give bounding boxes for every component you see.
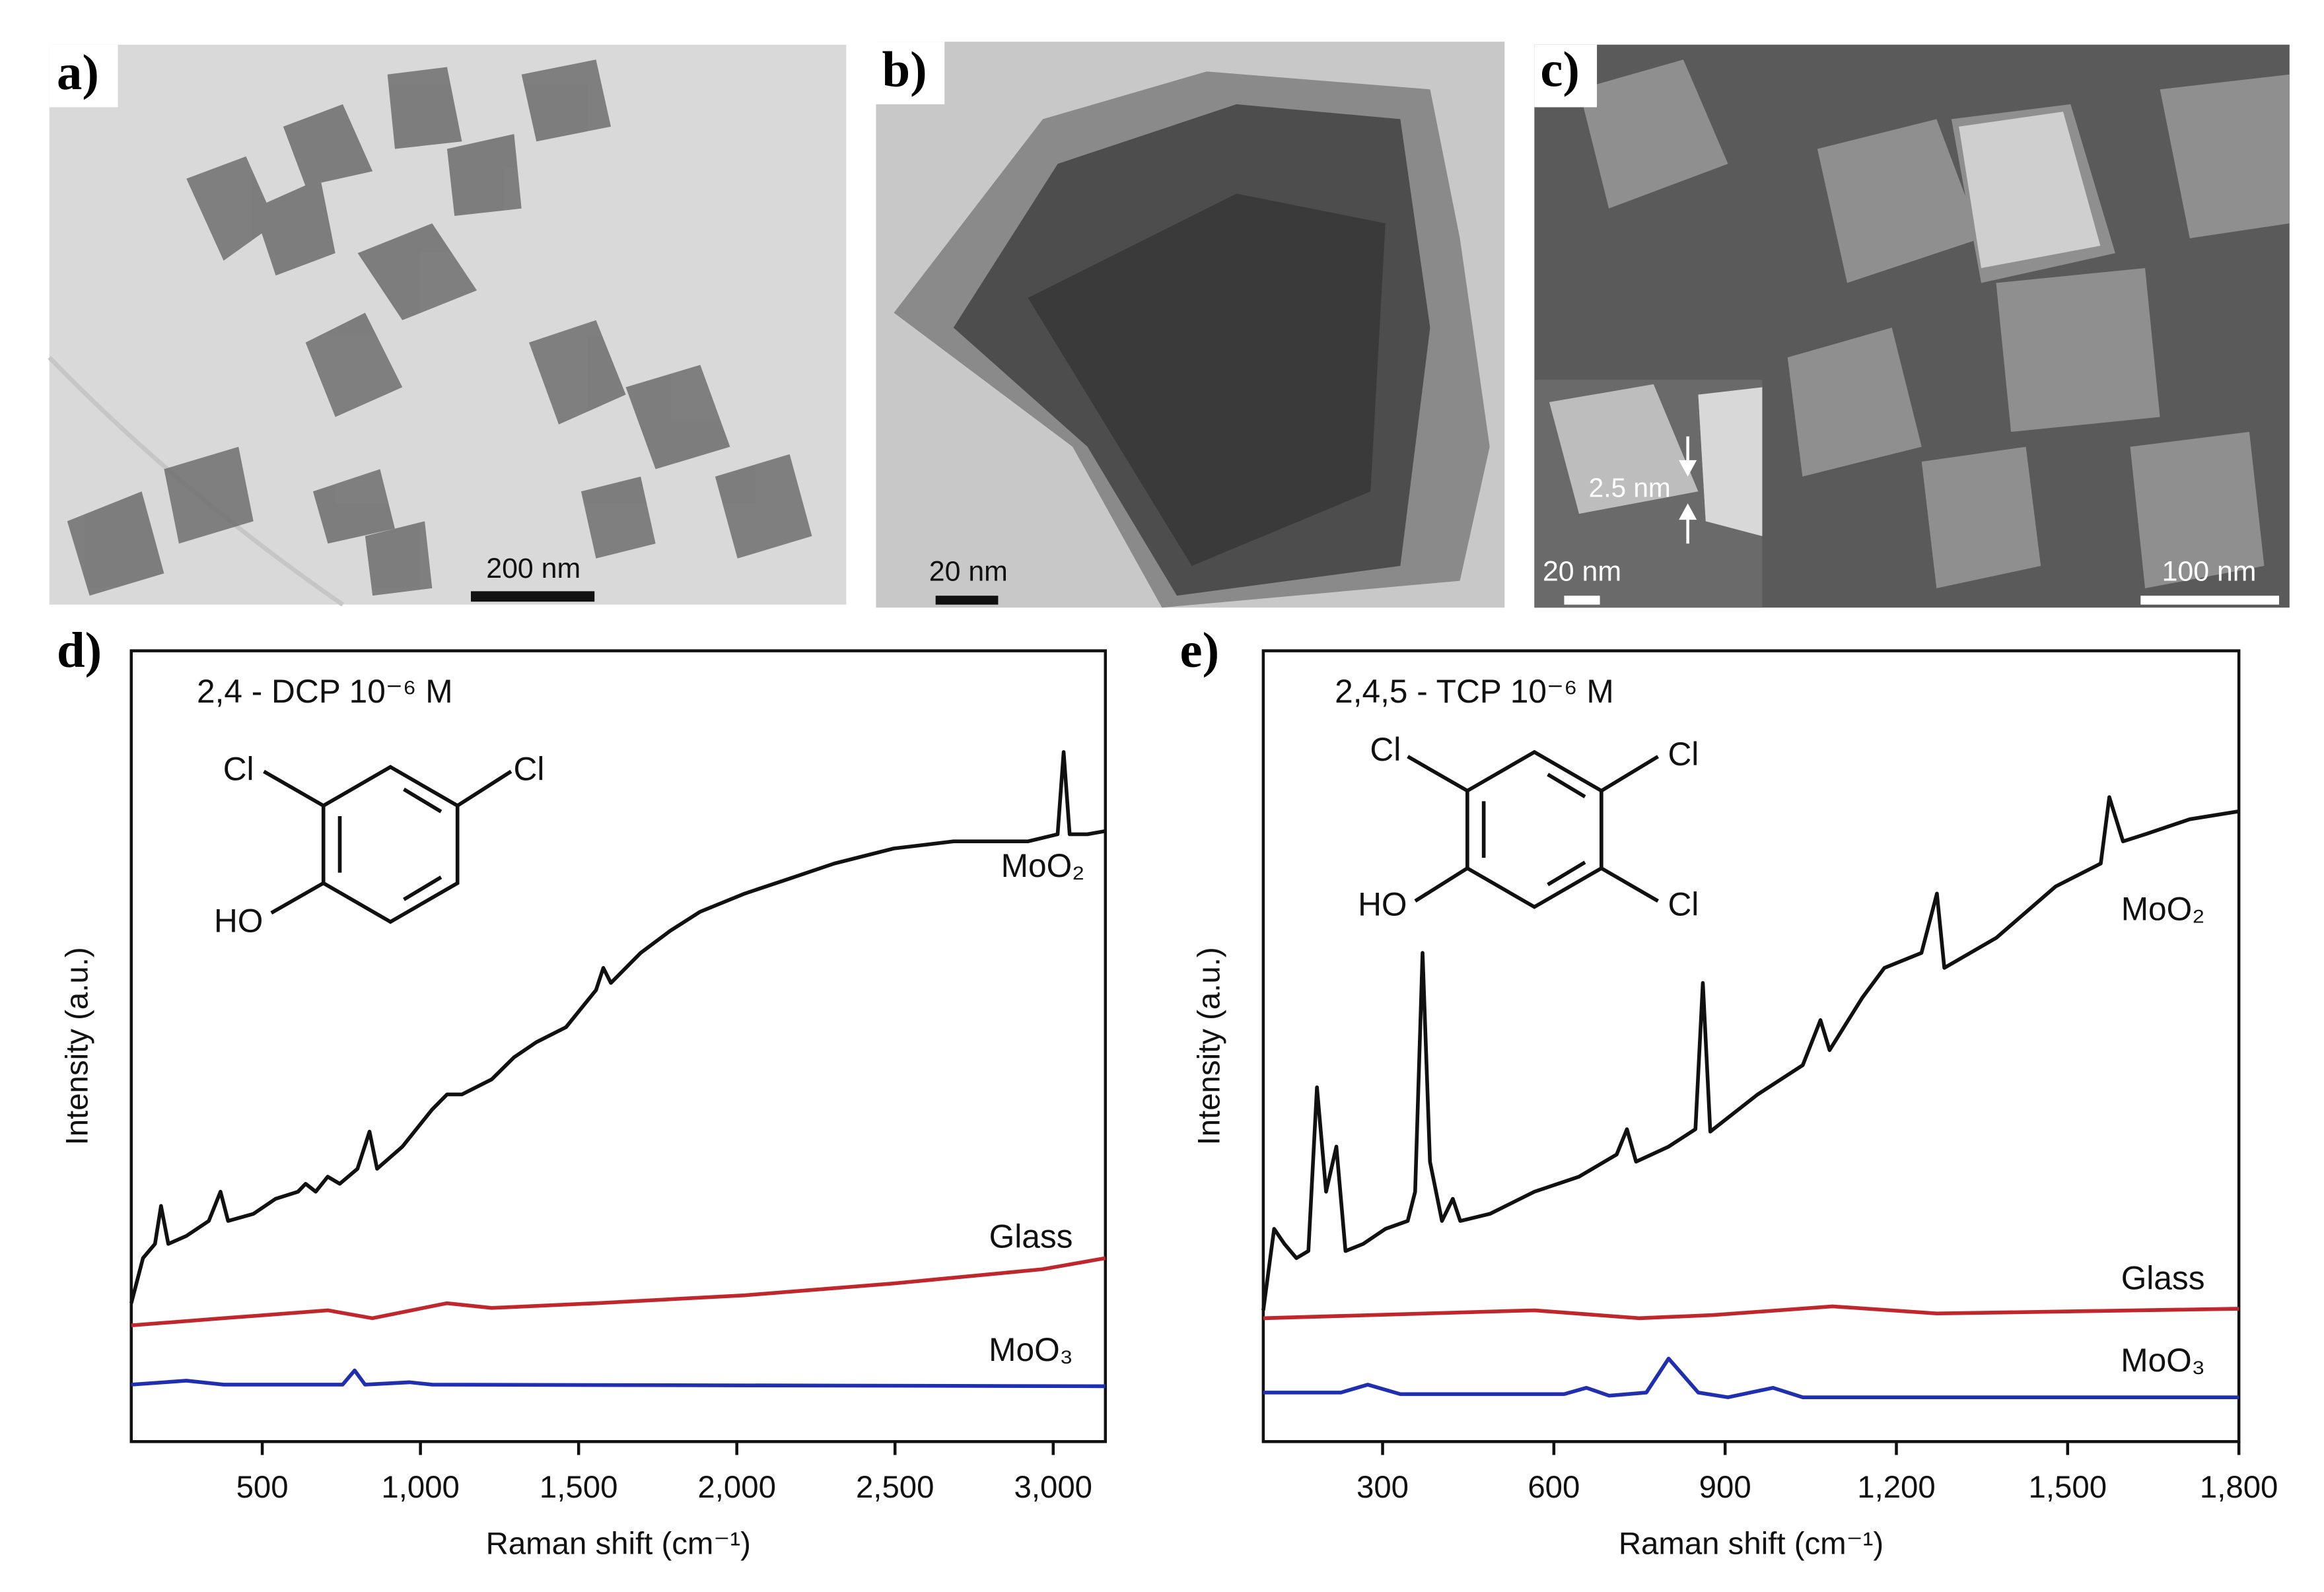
x-tick-label: 300 xyxy=(1356,1470,1409,1505)
series-label: MoO₃ xyxy=(2121,1342,2205,1379)
micrograph-a: a) 200 nm xyxy=(48,44,847,607)
y-axis-label: Intensity (a.u.) xyxy=(59,947,94,1145)
series-line xyxy=(1263,1304,2239,1321)
micrograph-c: 2.5 nm c) 20 nm 100 nm xyxy=(1534,41,2290,608)
y-axis-label: Intensity (a.u.) xyxy=(1191,947,1226,1145)
molecule-d xyxy=(263,765,512,924)
scale-bar-label: 200 nm xyxy=(486,553,581,584)
structure-label: HO xyxy=(1358,886,1407,923)
x-tick-label: 1,200 xyxy=(1857,1470,1936,1505)
x-tick-label: 1,800 xyxy=(2200,1470,2278,1505)
x-tick-label: 900 xyxy=(1699,1470,1751,1505)
plot-frame xyxy=(1261,649,2241,1443)
panel-label: d) xyxy=(57,622,102,678)
series-line xyxy=(129,750,1106,1304)
inset-annotation: 2.5 nm xyxy=(1589,473,1671,503)
x-tick-label: 500 xyxy=(236,1470,289,1505)
scale-bar-label: 20 nm xyxy=(1543,556,1621,588)
series-line xyxy=(1263,1356,2239,1399)
panel-label: b) xyxy=(882,41,927,97)
series-line xyxy=(131,1256,1106,1327)
x-axis-label: Raman shift (cm⁻¹) xyxy=(1619,1527,1884,1562)
structure-label: Cl xyxy=(1668,736,1699,773)
series-label: MoO₂ xyxy=(1001,847,1085,884)
panel-label: a) xyxy=(57,44,99,100)
series-line xyxy=(131,1368,1106,1389)
structure-label: Cl xyxy=(1370,731,1401,768)
x-tick-label: 1,500 xyxy=(2029,1470,2107,1505)
structure-label: HO xyxy=(214,902,263,939)
annotation: 2,4 - DCP 10⁻⁶ M xyxy=(197,673,453,710)
series-label: MoO₂ xyxy=(2121,890,2205,927)
scale-bar-label: 100 nm xyxy=(2162,556,2257,588)
x-tick-label: 1,000 xyxy=(381,1470,460,1505)
structure-label: Cl xyxy=(1668,886,1699,923)
x-tick-label: 1,500 xyxy=(540,1470,618,1505)
x-tick-label: 2,000 xyxy=(697,1470,776,1505)
plot-frame xyxy=(129,649,1108,1443)
structure-label: Cl xyxy=(223,750,254,787)
series-line xyxy=(1261,795,2239,1311)
series-label: Glass xyxy=(989,1218,1073,1255)
series-label: Glass xyxy=(2121,1260,2205,1297)
scale-bar-label: 20 nm xyxy=(929,556,1008,588)
x-tick-label: 600 xyxy=(1528,1470,1580,1505)
series-label: MoO₃ xyxy=(989,1331,1073,1368)
micrograph-b: b) 20 nm xyxy=(876,41,1505,608)
x-tick-label: 3,000 xyxy=(1014,1470,1092,1505)
panel-label: c) xyxy=(1540,41,1580,97)
x-axis-label: Raman shift (cm⁻¹) xyxy=(486,1527,751,1562)
structure-label: Cl xyxy=(514,750,545,787)
annotation: 2,4,5 - TCP 10⁻⁶ M xyxy=(1335,673,1614,710)
x-tick-label: 2,500 xyxy=(856,1470,934,1505)
panel-label: e) xyxy=(1180,622,1220,678)
molecule-e xyxy=(1407,749,1660,909)
